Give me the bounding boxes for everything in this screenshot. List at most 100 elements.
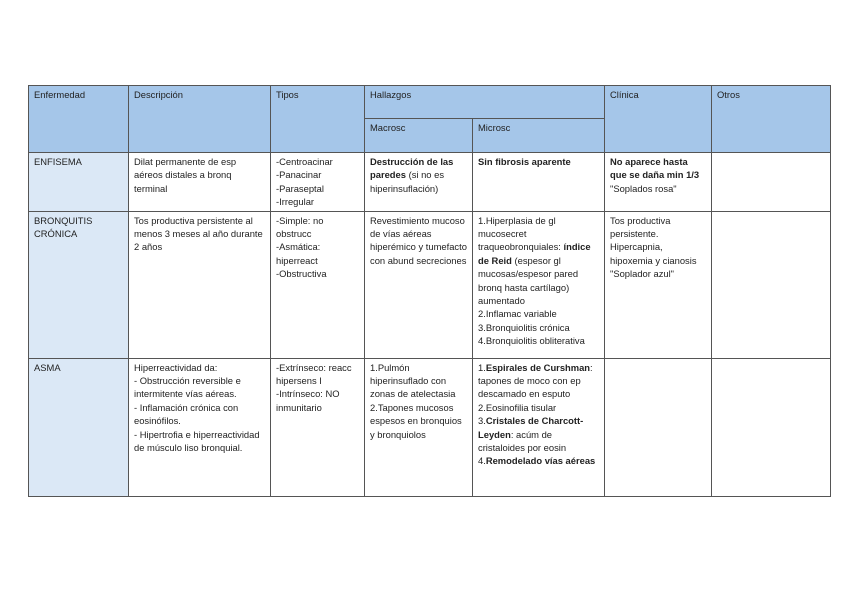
text: (espesor gl mucosas/espesor pared bronq … bbox=[478, 254, 579, 307]
bold-text: índice de Reid bbox=[478, 241, 591, 266]
text: - Obstrucción reversible e intermitente … bbox=[134, 375, 241, 400]
text: : acúm de cristaloides por eosin bbox=[478, 428, 567, 454]
text: "Soplador azul" bbox=[610, 268, 675, 280]
cell-paragraph: "Soplados rosa" bbox=[610, 182, 706, 195]
text: Revestimiento mucoso de vías aéreas hipe… bbox=[370, 214, 467, 266]
header-tipos: Tipos bbox=[270, 85, 365, 153]
text: -Panacinar bbox=[276, 169, 322, 181]
cell-paragraph: 4.Bronquiolitis obliterativa bbox=[478, 334, 599, 347]
header-microsc: Microsc bbox=[471, 118, 606, 153]
bold-text: Cristales de Charcott-Leyden bbox=[478, 415, 584, 440]
cell-paragraph: -Paraseptal bbox=[276, 182, 359, 195]
cell-paragraph: 1.Hiperplasia de gl mucosecret traqueobr… bbox=[478, 214, 599, 308]
cell-paragraph: -Asmática: hiperreact bbox=[276, 240, 359, 267]
cell-paragraph: -Simple: no obstrucc bbox=[276, 214, 359, 241]
text: Dilat permanente de esp aéreos distales … bbox=[134, 156, 237, 194]
text: 2.Inflamac variable bbox=[478, 308, 557, 320]
cell-paragraph: -Extrínseco: reacc hipersens I bbox=[276, 361, 359, 388]
text: 3. bbox=[478, 415, 486, 427]
cell-paragraph: -Obstructiva bbox=[276, 267, 359, 280]
text: -Centroacinar bbox=[276, 156, 333, 167]
cell-paragraph: No aparece hasta que se daña min 1/3 bbox=[610, 155, 706, 182]
text: Tos productiva persistente. bbox=[610, 214, 671, 240]
header-macrosc: Macrosc bbox=[364, 118, 473, 153]
text: 1.Pulmón hiperinsuflado con zonas de ate… bbox=[370, 361, 456, 400]
cell-tipos: -Simple: no obstrucc -Asmática: hiperreac… bbox=[270, 210, 365, 359]
cell-clinica: No aparece hasta que se daña min 1/3 "Sop… bbox=[604, 152, 713, 212]
text: Hiperreactividad da: bbox=[134, 361, 218, 373]
cell-otros bbox=[711, 210, 832, 359]
cell-microsc: 1.Espirales de Curshman: tapones de moco… bbox=[471, 357, 606, 497]
cell-paragraph: "Soplador azul" bbox=[610, 267, 706, 280]
cell-enfermedad: ENFISEMA bbox=[28, 152, 129, 212]
cell-descripcion: Dilat permanente de esp aéreos distales … bbox=[128, 152, 271, 212]
text: ASMA bbox=[34, 361, 61, 373]
bold-text: Sin fibrosis aparente bbox=[478, 156, 571, 167]
cell-clinica bbox=[604, 357, 713, 497]
cell-enfermedad: ASMA bbox=[28, 357, 129, 497]
header-enfermedad: Enfermedad bbox=[28, 85, 129, 153]
header-descripcion: Descripción bbox=[128, 85, 271, 153]
text: -Irregular bbox=[276, 196, 315, 208]
table-row: ENFISEMA Dilat permanente de esp aéreos d… bbox=[28, 152, 832, 212]
cell-paragraph: 3.Cristales de Charcott-Leyden: acúm de … bbox=[478, 414, 599, 454]
text: - Hipertrofia e hiperreactividad de músc… bbox=[134, 428, 260, 454]
text: -Simple: no obstrucc bbox=[276, 214, 324, 240]
text: -Obstructiva bbox=[276, 268, 327, 280]
cell-otros bbox=[711, 357, 832, 497]
text: -Extrínseco: reacc hipersens I bbox=[276, 361, 352, 387]
cell-macrosc: Revestimiento mucoso de vías aéreas hipe… bbox=[364, 210, 473, 359]
header-clinica: Clínica bbox=[604, 85, 713, 153]
cell-clinica: Tos productiva persistente. Hipercapnia, … bbox=[604, 210, 713, 359]
text: Tos productiva persistente al menos 3 me… bbox=[134, 214, 263, 253]
cell-paragraph: Hiperreactividad da: bbox=[134, 361, 265, 374]
bold-text: No aparece hasta que se daña min 1/3 bbox=[610, 156, 700, 181]
disease-table: Enfermedad Descripción Tipos Hallazgos C… bbox=[28, 85, 832, 497]
cell-descripcion: Tos productiva persistente al menos 3 me… bbox=[128, 210, 271, 359]
table-row: ASMA Hiperreactividad da: - Obstrucción re… bbox=[28, 357, 832, 497]
text: "Soplados rosa" bbox=[610, 182, 677, 194]
text: -Paraseptal bbox=[276, 182, 324, 194]
cell-microsc: 1.Hiperplasia de gl mucosecret traqueobr… bbox=[471, 210, 606, 359]
cell-paragraph: Destrucción de las paredes (si no es hip… bbox=[370, 155, 467, 195]
cell-paragraph: - Obstrucción reversible e intermitente … bbox=[134, 374, 265, 401]
cell-paragraph: Hipercapnia, hipoxemia y cianosis bbox=[610, 240, 706, 267]
cell-paragraph: Dilat permanente de esp aéreos distales … bbox=[134, 155, 265, 195]
text: -Asmática: hiperreact bbox=[276, 241, 321, 266]
bold-text: Remodelado vías aéreas bbox=[485, 455, 596, 467]
text: 1. bbox=[478, 361, 486, 373]
text: BRONQUITIS CRÓNICA bbox=[34, 214, 93, 240]
cell-paragraph: 2.Tapones mucosos espesos en bronquios y… bbox=[370, 401, 467, 441]
cell-paragraph: 2.Inflamac variable bbox=[478, 307, 599, 320]
text: 2.Eosinofilia tisular bbox=[478, 401, 557, 413]
cell-paragraph: 4.Remodelado vías aéreas bbox=[478, 454, 599, 467]
bold-text: Espirales de Curshman bbox=[485, 361, 591, 373]
text: 1.Hiperplasia de gl mucosecret traqueobr… bbox=[478, 214, 564, 253]
cell-paragraph: - Inflamación crónica con eosinófilos. bbox=[134, 401, 265, 428]
cell-paragraph: 3.Bronquiolitis crónica bbox=[478, 321, 599, 334]
cell-paragraph: ENFISEMA bbox=[34, 155, 123, 168]
cell-paragraph: Tos productiva persistente. bbox=[610, 214, 706, 241]
text: 3.Bronquiolitis crónica bbox=[478, 321, 570, 333]
cell-tipos: -Centroacinar -Panacinar -Paraseptal -Irreg… bbox=[270, 152, 365, 212]
text: (si no es hiperinsuflación) bbox=[370, 169, 445, 194]
cell-paragraph: Tos productiva persistente al menos 3 me… bbox=[134, 214, 265, 254]
text: 4. bbox=[478, 455, 486, 467]
cell-paragraph: -Panacinar bbox=[276, 168, 359, 181]
bold-text: Destrucción de las paredes bbox=[370, 156, 454, 181]
cell-otros bbox=[711, 152, 832, 212]
cell-macrosc: 1.Pulmón hiperinsuflado con zonas de ate… bbox=[364, 357, 473, 497]
cell-microsc: Sin fibrosis aparente bbox=[471, 152, 606, 212]
cell-paragraph: ASMA bbox=[34, 361, 123, 374]
text: 4.Bronquiolitis obliterativa bbox=[478, 335, 585, 347]
cell-paragraph: 1.Espirales de Curshman: tapones de moco… bbox=[478, 361, 599, 401]
cell-paragraph: -Centroacinar bbox=[276, 155, 359, 168]
cell-enfermedad: BRONQUITIS CRÓNICA bbox=[28, 210, 129, 359]
cell-paragraph: -Intrínseco: NO inmunitario bbox=[276, 387, 359, 414]
text: ENFISEMA bbox=[34, 156, 82, 167]
table-row: BRONQUITIS CRÓNICA Tos productiva persist… bbox=[28, 210, 832, 359]
text: : tapones de moco con ep descamado en es… bbox=[478, 361, 593, 400]
text: - Inflamación crónica con eosinófilos. bbox=[134, 401, 239, 427]
text: -Intrínseco: NO inmunitario bbox=[276, 388, 340, 413]
text: Hipercapnia, hipoxemia y cianosis bbox=[610, 241, 697, 266]
